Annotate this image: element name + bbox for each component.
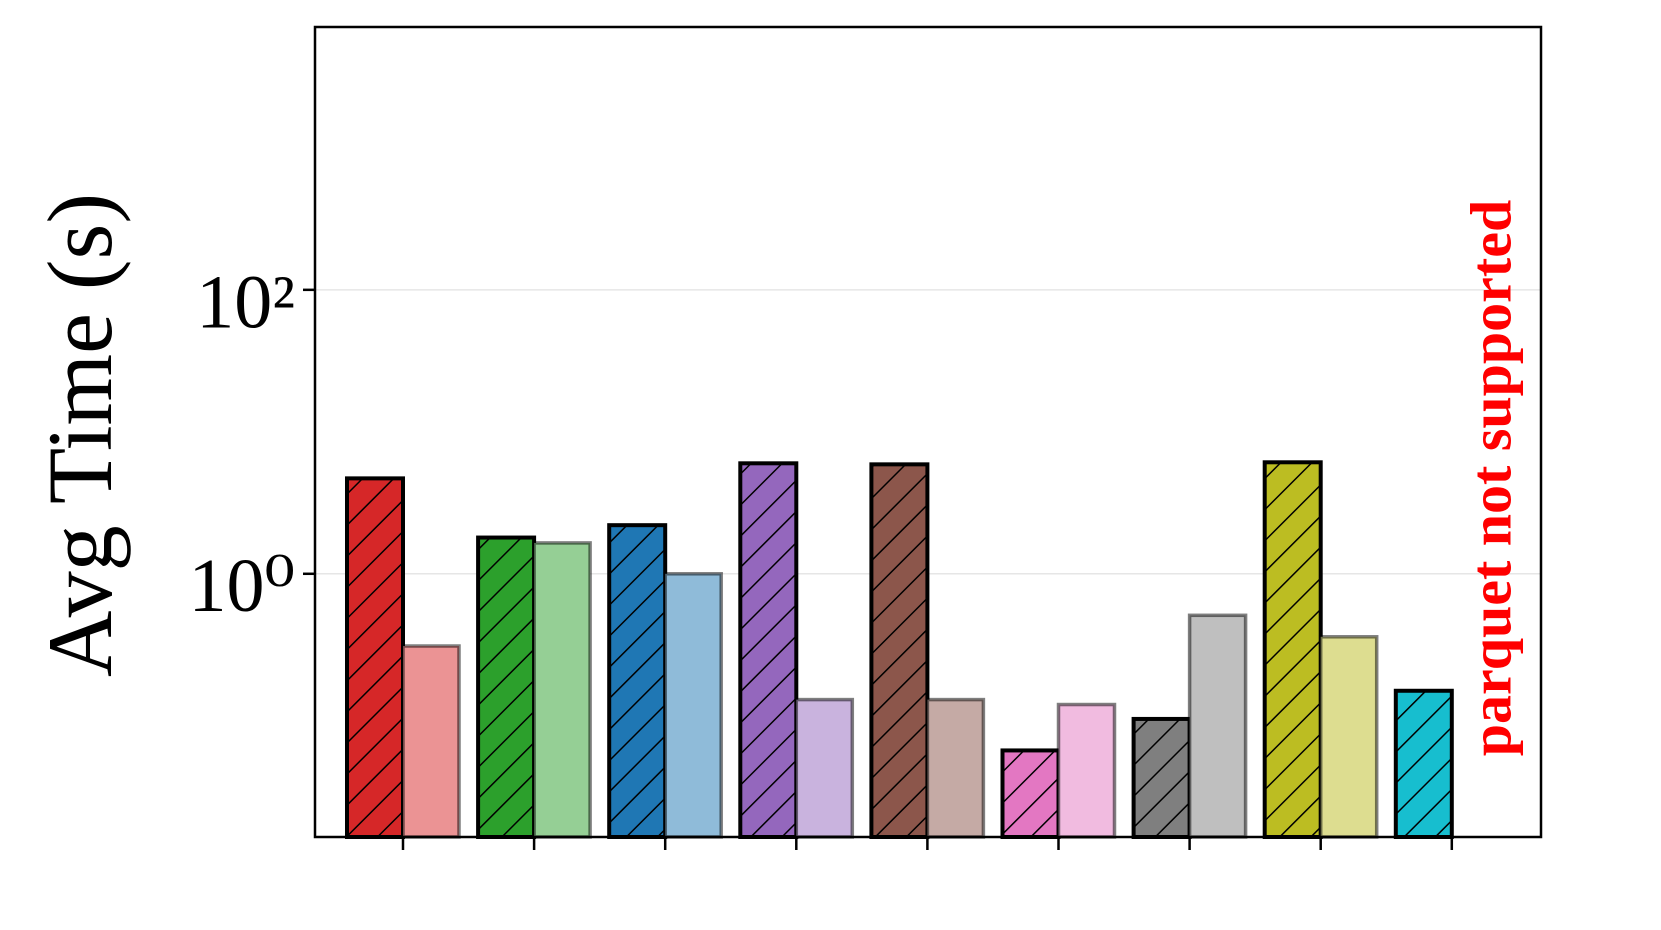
- annotation: parquet not supported: [1458, 200, 1523, 757]
- bar: [345, 476, 405, 839]
- bar: [925, 697, 986, 839]
- bar: [607, 523, 668, 840]
- bar: [1056, 702, 1117, 839]
- bar: [794, 697, 855, 839]
- bar: [869, 462, 930, 839]
- bar: [1187, 613, 1248, 839]
- bar: [1393, 688, 1454, 840]
- bar: [1131, 716, 1192, 840]
- bar: [663, 572, 723, 839]
- bar: [476, 535, 537, 840]
- bar: [1318, 635, 1379, 839]
- plot-frame: [313, 25, 1543, 839]
- bar: [532, 541, 592, 839]
- bar: [401, 644, 461, 839]
- y-axis-label: Avg Time (s): [29, 193, 131, 677]
- y-tick-label: 10²: [196, 260, 295, 344]
- bar: [1262, 460, 1323, 839]
- y-tick-label: 10⁰: [189, 544, 295, 628]
- bar: [1000, 748, 1061, 839]
- bar: [738, 461, 799, 839]
